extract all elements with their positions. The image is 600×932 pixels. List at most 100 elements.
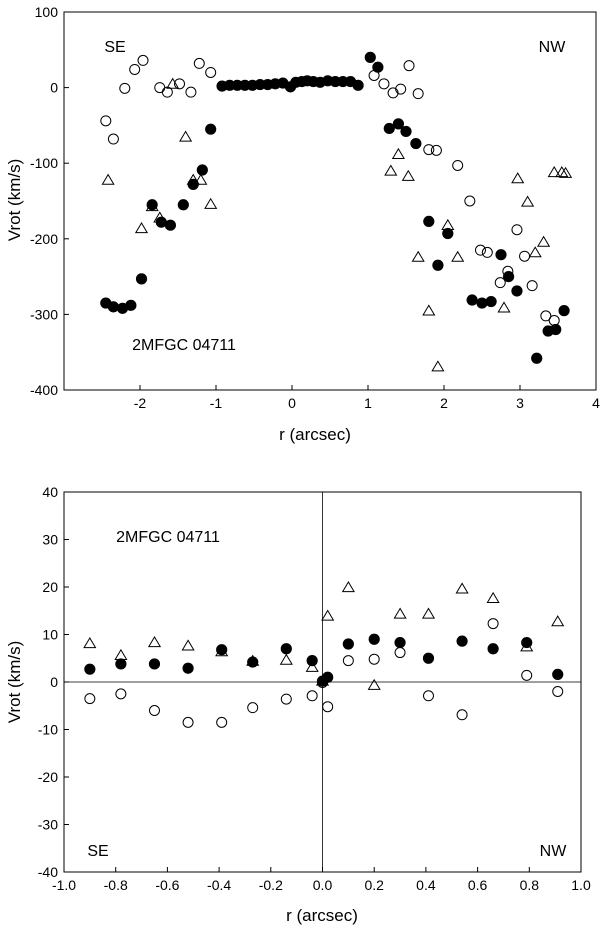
data-point-filled-circle <box>352 79 364 91</box>
bottom-y-tick-label: -20 <box>38 769 58 785</box>
data-point-open-circle <box>474 244 486 256</box>
data-point-open-triangle <box>153 211 167 223</box>
bottom-tick-labels: -1.0 -0.8 -0.6 -0.4 -0.2 0.0 0.2 0.4 0.6 0.8 1.0 -4… <box>38 484 591 893</box>
data-point-filled-circle <box>146 199 158 211</box>
top-corner-label-se: SE <box>104 39 125 56</box>
top-axis-ticks <box>64 11 597 391</box>
data-point-filled-circle <box>148 658 161 670</box>
top-panel: -2 -1 0 1 2 3 4 -400 -300 -200 -100 0 100 SE NW 2MFG… <box>5 4 600 444</box>
top-x-axis-label: r (arcsec) <box>279 425 351 444</box>
top-corner-label-nw: NW <box>539 39 567 56</box>
data-point-open-circle <box>322 701 334 713</box>
data-point-open-triangle <box>451 250 465 262</box>
data-point-open-triangle <box>83 637 97 649</box>
data-point-open-circle <box>403 60 415 72</box>
data-point-open-triangle <box>367 678 381 690</box>
top-y-axis-label: Vrot (km/s) <box>5 159 24 241</box>
data-point-open-circle <box>540 310 552 322</box>
bottom-x-tick-label: 0.8 <box>520 877 540 893</box>
data-point-filled-circle <box>125 299 137 311</box>
bottom-y-tick-label: -40 <box>38 864 58 880</box>
data-point-open-triangle <box>166 77 180 89</box>
data-point-open-circle <box>317 676 328 688</box>
data-point-filled-circle <box>196 164 208 176</box>
data-point-open-triangle <box>411 250 425 262</box>
bottom-corner-label-nw: NW <box>540 843 568 860</box>
bottom-galaxy-label: 2MFGC 04711 <box>116 529 220 546</box>
bottom-corner-label-se: SE <box>87 843 108 860</box>
data-point-open-triangle <box>511 172 525 184</box>
data-point-open-triangle <box>520 640 534 652</box>
top-x-tick-label: 2 <box>440 395 448 411</box>
data-point-open-circle <box>216 716 228 728</box>
data-point-open-circle <box>423 144 435 156</box>
data-point-open-triangle <box>393 607 407 619</box>
data-point-open-circle <box>129 63 141 75</box>
data-point-filled-circle <box>552 668 564 681</box>
data-point-filled-circle <box>476 297 488 309</box>
data-point-filled-circle <box>84 663 96 675</box>
data-point-open-circle <box>548 314 560 326</box>
bottom-y-tick-label: -30 <box>38 817 58 833</box>
data-point-open-circle <box>412 88 424 100</box>
top-x-tick-label: -2 <box>134 395 147 411</box>
data-point-open-triangle <box>391 147 405 159</box>
top-y-tick-label: 100 <box>35 4 59 20</box>
data-point-open-circle <box>511 224 523 236</box>
data-point-open-circle <box>394 647 406 659</box>
top-y-tick-label: -300 <box>30 306 58 322</box>
data-point-open-circle <box>205 66 217 78</box>
data-point-open-circle <box>100 115 112 127</box>
data-point-open-circle <box>430 144 442 156</box>
data-point-open-circle <box>395 83 407 95</box>
data-point-open-circle <box>193 57 205 69</box>
data-point-open-circle <box>342 655 354 667</box>
data-point-open-triangle <box>145 200 159 212</box>
data-point-open-triangle <box>422 304 436 316</box>
top-x-tick-label: 0 <box>288 395 296 411</box>
data-point-filled-circle <box>383 122 395 135</box>
top-tick-labels: -2 -1 0 1 2 3 4 -400 -300 -200 -100 0 100 <box>30 4 600 411</box>
bottom-x-tick-label: -0.4 <box>207 877 231 893</box>
data-point-open-triangle <box>528 246 542 258</box>
data-point-filled-circle <box>487 643 499 655</box>
bottom-y-axis-label: Vrot (km/s) <box>5 641 24 723</box>
data-point-filled-circle <box>306 655 318 667</box>
data-point-open-circle <box>154 82 166 94</box>
data-point-filled-circle <box>423 215 435 228</box>
data-point-open-triangle <box>555 166 569 178</box>
data-point-filled-circle <box>342 638 354 650</box>
bottom-x-tick-label: 0.2 <box>364 877 384 893</box>
data-point-filled-circle <box>466 294 478 306</box>
bottom-x-tick-label: -0.8 <box>104 877 128 893</box>
bottom-y-tick-label: -10 <box>38 722 58 738</box>
bottom-x-tick-label: 1.0 <box>571 877 591 893</box>
data-point-open-circle <box>378 78 390 90</box>
data-point-filled-circle <box>164 219 176 231</box>
data-point-filled-circle <box>531 352 543 364</box>
data-point-filled-circle <box>135 273 148 285</box>
data-point-filled-circle <box>485 295 497 308</box>
bottom-axis-ticks <box>63 491 582 873</box>
data-point-open-triangle <box>341 581 355 593</box>
data-point-open-triangle <box>455 582 469 594</box>
data-point-open-triangle <box>215 645 229 657</box>
data-point-open-triangle <box>279 653 293 665</box>
data-point-open-triangle <box>194 173 208 185</box>
bottom-x-tick-label: 0.6 <box>468 877 488 893</box>
bottom-x-tick-label: -0.2 <box>259 877 283 893</box>
data-point-filled-circle <box>400 125 412 138</box>
data-point-open-circle <box>174 78 186 90</box>
data-point-filled-circle <box>216 644 228 656</box>
data-point-open-circle <box>107 133 119 145</box>
data-point-open-circle <box>115 688 127 700</box>
data-point-open-triangle <box>179 130 193 142</box>
top-markers <box>100 51 573 372</box>
data-point-open-triangle <box>305 660 319 672</box>
data-point-filled-circle <box>456 635 468 647</box>
data-point-open-triangle <box>497 301 511 313</box>
data-point-open-triangle <box>114 648 128 660</box>
top-y-tick-label: -100 <box>30 155 58 171</box>
data-point-open-triangle <box>246 654 260 666</box>
